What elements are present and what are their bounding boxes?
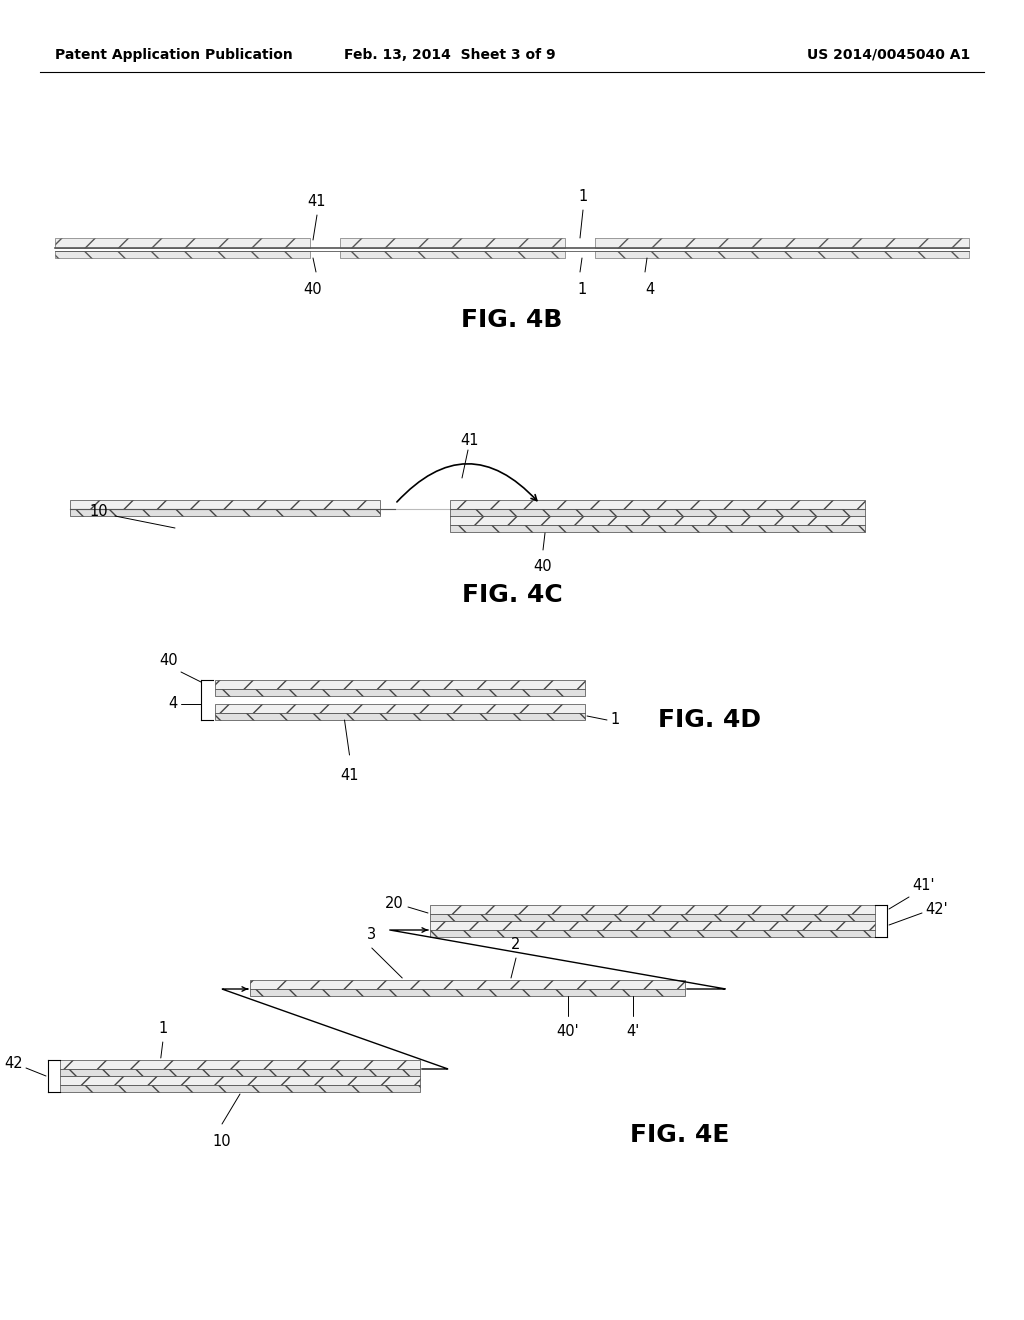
- Bar: [60, 1060, 420, 1069]
- Text: 2: 2: [511, 937, 520, 952]
- Text: 40: 40: [534, 558, 552, 574]
- Bar: [70, 500, 380, 510]
- Bar: [450, 510, 865, 516]
- Text: Feb. 13, 2014  Sheet 3 of 9: Feb. 13, 2014 Sheet 3 of 9: [344, 48, 556, 62]
- Bar: [60, 1069, 420, 1076]
- Text: 20: 20: [385, 895, 404, 911]
- Bar: [430, 906, 874, 913]
- Bar: [450, 516, 865, 525]
- Text: Patent Application Publication: Patent Application Publication: [55, 48, 293, 62]
- Bar: [450, 525, 865, 532]
- Bar: [250, 979, 685, 989]
- Text: 4: 4: [169, 697, 178, 711]
- Text: FIG. 4C: FIG. 4C: [462, 583, 562, 607]
- Text: 42': 42': [925, 902, 947, 916]
- Text: 40: 40: [304, 282, 323, 297]
- Bar: [450, 500, 865, 510]
- Bar: [215, 680, 585, 689]
- Text: 41: 41: [461, 433, 479, 447]
- Text: 42: 42: [4, 1056, 23, 1072]
- Text: US 2014/0045040 A1: US 2014/0045040 A1: [807, 48, 970, 62]
- Text: 3: 3: [368, 927, 377, 942]
- Bar: [430, 921, 874, 931]
- Bar: [595, 251, 969, 257]
- Text: 40: 40: [160, 653, 178, 668]
- Text: FIG. 4E: FIG. 4E: [631, 1123, 730, 1147]
- Text: 1: 1: [158, 1020, 168, 1036]
- Bar: [595, 238, 969, 248]
- Text: 41': 41': [912, 878, 935, 894]
- Text: 1: 1: [578, 282, 587, 297]
- Bar: [55, 251, 310, 257]
- Text: 4: 4: [645, 282, 654, 297]
- Text: 10: 10: [89, 504, 108, 520]
- Bar: [340, 251, 565, 257]
- Bar: [430, 913, 874, 921]
- Bar: [215, 713, 585, 719]
- Bar: [215, 689, 585, 696]
- Text: 1: 1: [579, 189, 588, 205]
- Bar: [70, 510, 380, 516]
- FancyArrowPatch shape: [397, 463, 537, 502]
- Text: 41: 41: [308, 194, 327, 209]
- Text: FIG. 4B: FIG. 4B: [462, 308, 562, 333]
- Bar: [215, 704, 585, 713]
- Text: 4': 4': [626, 1024, 639, 1039]
- Text: 40': 40': [556, 1024, 579, 1039]
- Text: 41: 41: [340, 768, 358, 783]
- Text: FIG. 4D: FIG. 4D: [658, 708, 762, 733]
- Bar: [60, 1076, 420, 1085]
- Text: 10: 10: [213, 1134, 231, 1148]
- Bar: [250, 989, 685, 997]
- Bar: [340, 238, 565, 248]
- Bar: [55, 238, 310, 248]
- Bar: [60, 1085, 420, 1092]
- Bar: [430, 931, 874, 937]
- Text: 1: 1: [610, 713, 620, 727]
